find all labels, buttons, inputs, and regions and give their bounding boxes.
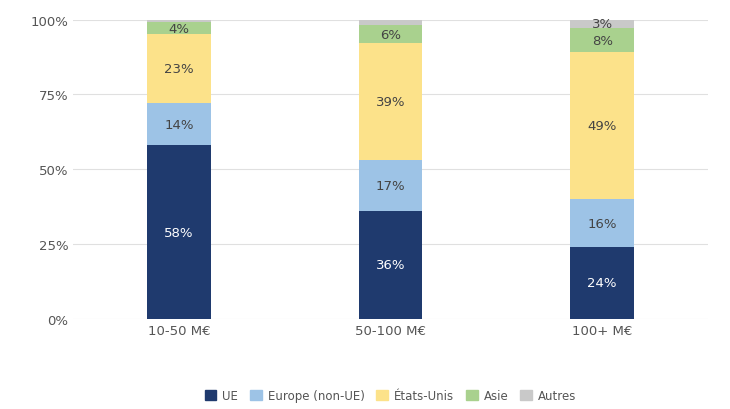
Bar — [358, 211, 422, 319]
Text: 6%: 6% — [380, 29, 401, 42]
Bar — [358, 27, 422, 44]
Text: 17%: 17% — [376, 180, 405, 193]
Bar — [358, 20, 422, 27]
Text: 58%: 58% — [164, 226, 193, 239]
Text: 16%: 16% — [588, 217, 617, 230]
Bar — [571, 247, 634, 319]
Bar — [358, 161, 422, 211]
Text: 24%: 24% — [588, 277, 617, 290]
Text: 14%: 14% — [164, 119, 193, 131]
Bar — [571, 20, 634, 29]
Bar — [147, 146, 210, 319]
Text: 36%: 36% — [376, 259, 405, 272]
Text: 4%: 4% — [169, 23, 189, 36]
Text: 8%: 8% — [592, 35, 612, 48]
Legend: UE, Europe (non-UE), États-Unis, Asie, Autres: UE, Europe (non-UE), États-Unis, Asie, A… — [200, 384, 581, 407]
Text: 23%: 23% — [164, 63, 193, 76]
Bar — [147, 23, 210, 36]
Bar — [571, 29, 634, 53]
Text: 39%: 39% — [376, 96, 405, 109]
Text: 3%: 3% — [592, 18, 612, 31]
Text: 49%: 49% — [588, 120, 617, 133]
Bar — [147, 36, 210, 104]
Bar — [147, 104, 210, 146]
Bar — [358, 44, 422, 161]
Bar — [571, 53, 634, 200]
Bar — [571, 200, 634, 247]
Bar — [147, 20, 210, 23]
